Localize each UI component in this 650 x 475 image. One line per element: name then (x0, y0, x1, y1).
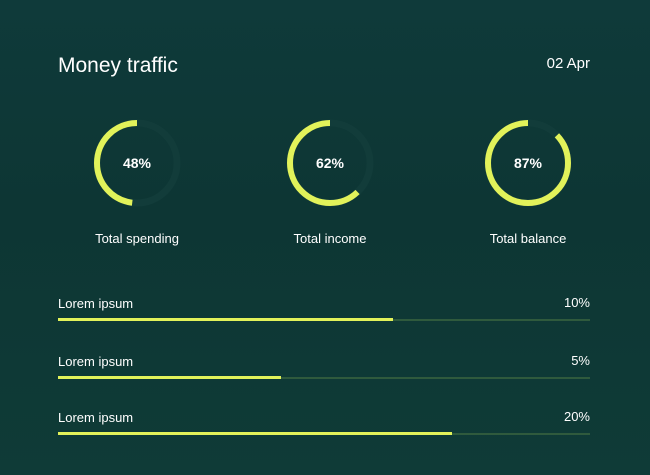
ring-arc (287, 120, 373, 206)
progress-fill (58, 432, 452, 435)
ring-arc (94, 120, 180, 206)
progress-value: 10% (563, 295, 590, 310)
progress-label: Lorem ipsum (58, 354, 134, 369)
progress-value: 20% (563, 409, 590, 424)
gauge-label: Total income (293, 231, 367, 246)
gauge-label: Total spending (95, 231, 179, 246)
progress-fill (58, 376, 282, 379)
progress-label: Lorem ipsum (58, 296, 134, 311)
date-label: 02 Apr (546, 55, 590, 72)
gauge-percent: 87% (513, 155, 543, 171)
progress-label: Lorem ipsum (58, 410, 134, 425)
progress-value: 5% (571, 353, 590, 368)
progress-track (58, 432, 590, 435)
ring-chart (93, 119, 181, 207)
gauge-percent: 48% (122, 155, 152, 171)
gauge-percent: 62% (315, 155, 345, 171)
gauge-total-income: 62% Total income (250, 113, 410, 246)
gauge-total-balance: 87% Total balance (448, 113, 608, 246)
ring-arc (485, 120, 571, 206)
progress-track (58, 318, 590, 321)
progress-track (58, 376, 590, 379)
gauge-label: Total balance (489, 231, 567, 246)
ring-chart (484, 119, 572, 207)
progress-fill (58, 318, 394, 321)
gauge-total-spending: 48% Total spending (57, 113, 217, 246)
progress-row: Lorem ipsum 5% (58, 353, 590, 379)
progress-row: Lorem ipsum 20% (58, 409, 590, 435)
ring-chart (286, 119, 374, 207)
page-title: Money traffic (58, 54, 178, 77)
progress-row: Lorem ipsum 10% (58, 295, 590, 321)
